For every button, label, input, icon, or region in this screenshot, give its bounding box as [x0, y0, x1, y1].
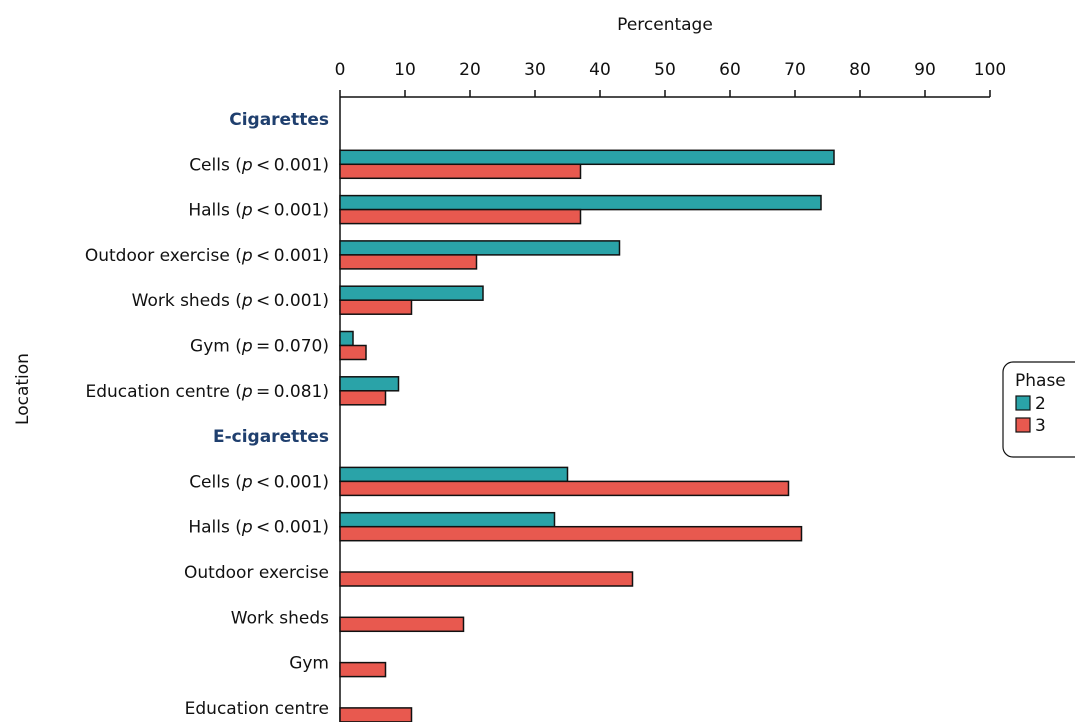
bar-phase-2 — [339, 330, 354, 347]
x-tick-label: 30 — [524, 60, 546, 80]
category-label: Outdoor exercise — [184, 563, 329, 583]
legend-label: 2 — [1035, 394, 1046, 414]
x-tick-label: 60 — [719, 60, 741, 80]
category-label: Cells (p < 0.001) — [189, 472, 329, 492]
x-tick-label: 80 — [849, 60, 871, 80]
category-labels: Cigarettes Cells (p < 0.001) Halls (p < 0.… — [85, 110, 329, 719]
category-label: Education centre — [185, 699, 329, 719]
bar-phase-3 — [339, 661, 387, 678]
bar-phase-2 — [339, 376, 400, 392]
x-tick-label: 0 — [335, 60, 346, 80]
x-tick-label: 100 — [974, 60, 1006, 80]
category-label: Outdoor exercise (p < 0.001) — [85, 246, 329, 266]
bar-phase-3 — [339, 480, 790, 497]
bar-phase-3 — [339, 344, 367, 361]
bar-phase-3 — [339, 390, 387, 406]
x-tick-label: 20 — [459, 60, 481, 80]
group-label: Cigarettes — [229, 110, 329, 130]
legend-swatch-3 — [1015, 417, 1031, 433]
category-label: Gym — [289, 654, 329, 674]
legend-label: 3 — [1035, 416, 1046, 436]
bar-phase-2 — [339, 194, 822, 211]
bar-phase-3 — [339, 525, 803, 542]
category-label: Work sheds — [231, 608, 329, 628]
category-label: Cells (p < 0.001) — [189, 155, 329, 175]
legend-title: Phase — [1015, 371, 1066, 391]
bar-phase-3 — [339, 571, 634, 587]
legend-box — [1002, 361, 1075, 458]
bar-phase-3 — [339, 299, 413, 315]
x-tick-label: 10 — [394, 60, 416, 80]
legend: Phase 23 — [1002, 361, 1075, 458]
x-tick-label: 90 — [914, 60, 936, 80]
bar-phase-3 — [339, 616, 465, 633]
bar-phase-2 — [339, 285, 484, 301]
x-tick-label: 70 — [784, 60, 806, 80]
bar-phase-3 — [339, 707, 413, 722]
bar-phase-3 — [339, 254, 478, 270]
category-label: Education centre (p = 0.081) — [85, 382, 329, 402]
y-axis-title: Location — [13, 353, 33, 425]
group-label: E-cigarettes — [213, 427, 329, 447]
bars — [339, 149, 835, 722]
x-tick-label: 40 — [589, 60, 611, 80]
bar-phase-2 — [339, 149, 835, 166]
legend-swatch-2 — [1015, 395, 1031, 411]
bar-phase-2 — [339, 466, 569, 483]
category-label: Halls (p < 0.001) — [188, 201, 329, 221]
x-axis-title: Percentage — [617, 15, 713, 35]
category-label: Work sheds (p < 0.001) — [132, 291, 329, 311]
category-label: Halls (p < 0.001) — [188, 518, 329, 538]
x-tick-label: 50 — [654, 60, 676, 80]
bar-phase-3 — [339, 163, 582, 180]
bar-phase-2 — [339, 511, 556, 528]
category-label: Gym (p = 0.070) — [190, 337, 329, 357]
bar-phase-3 — [339, 208, 582, 225]
x-axis: 0 10 20 30 40 50 60 70 80 90 100 — [335, 60, 1006, 98]
bar-phase-2 — [339, 240, 621, 256]
